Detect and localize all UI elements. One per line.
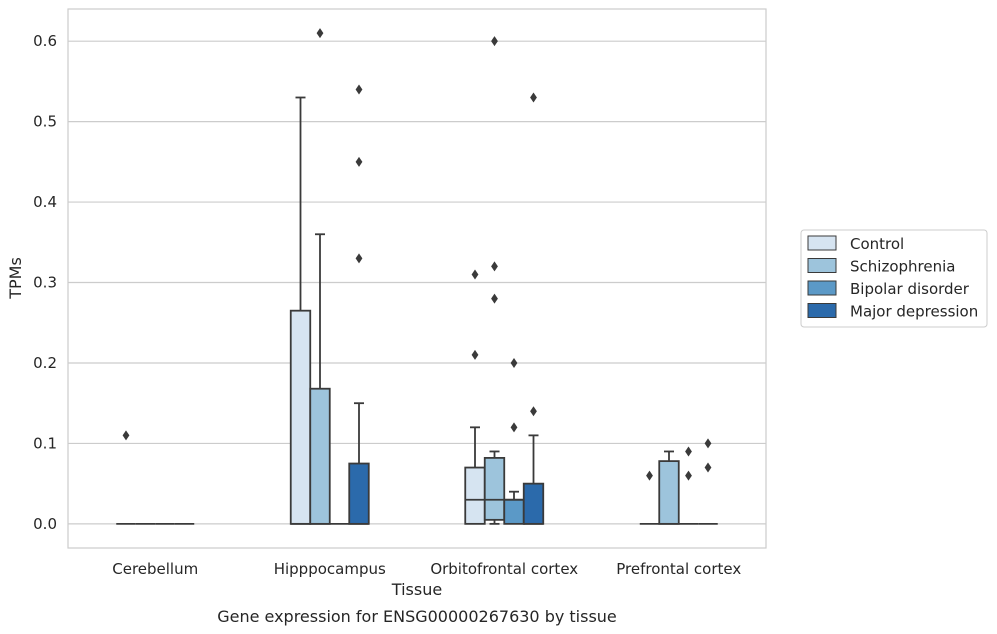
box-iqr	[503, 498, 525, 525]
outlier-point	[704, 462, 712, 473]
y-tick-label: 0.5	[33, 113, 57, 131]
legend-swatch	[807, 303, 837, 318]
legend-swatch	[807, 235, 837, 251]
y-tick-labels: 0.0 0.1 0.2 0.3 0.4 0.5 0.6	[33, 32, 57, 533]
legend-swatch	[807, 258, 837, 273]
x-axis-label: Tissue	[391, 580, 442, 599]
outlier-point	[685, 446, 692, 457]
box-3-3	[698, 438, 718, 525]
box-2-1	[483, 36, 506, 525]
outlier-point	[510, 422, 518, 433]
legend-frame	[800, 229, 988, 328]
box-iqr	[483, 456, 506, 521]
outlier-point	[646, 470, 653, 481]
box-iqr	[522, 482, 545, 525]
legend-label: Schizophrenia	[850, 258, 955, 276]
box-3-1	[658, 450, 680, 525]
y-tick-label: 0.6	[33, 32, 57, 50]
x-tick-label: Orbitofrontal cortex	[430, 560, 578, 578]
legend: Control Schizophrenia Bipolar disorder Majo…	[800, 229, 988, 328]
outlier-point	[491, 36, 498, 47]
outlier-point	[491, 293, 498, 304]
box-2-2	[503, 357, 525, 525]
y-tick-label: 0.4	[33, 193, 57, 211]
outlier-point	[471, 349, 479, 360]
x-tick-label: Cerebellum	[112, 560, 198, 578]
outlier-point	[530, 92, 537, 103]
outlier-point	[316, 28, 324, 39]
y-tick-label: 0.2	[33, 354, 57, 372]
outlier-point	[471, 269, 479, 280]
outlier-point	[355, 253, 363, 264]
legend-swatch	[807, 280, 837, 296]
y-tick-label: 0.1	[33, 434, 57, 452]
box-2-0	[464, 269, 486, 525]
box-0-0	[116, 430, 136, 525]
box-iqr	[348, 462, 370, 525]
legend-label: Major depression	[850, 303, 978, 321]
outlier-point	[510, 357, 518, 368]
plot-area	[67, 8, 767, 549]
box-iqr	[464, 466, 486, 525]
legend-label: Control	[850, 235, 904, 253]
outlier-point	[530, 406, 537, 417]
outlier-point	[491, 261, 498, 272]
box-3-0	[639, 470, 660, 525]
y-axis-label: TPMs	[6, 257, 25, 300]
outlier-point	[685, 470, 692, 481]
box-1-1	[309, 28, 331, 525]
y-tick-label: 0.3	[33, 274, 57, 292]
box-iqr	[289, 309, 312, 525]
legend-label: Bipolar disorder	[850, 280, 970, 298]
outlier-point	[355, 156, 363, 167]
x-tick-label: Hipppocampus	[274, 560, 386, 578]
y-tick-label: 0.0	[33, 515, 57, 533]
box-iqr	[658, 460, 680, 525]
outlier-point	[704, 438, 712, 449]
x-tick-labels: Cerebellum Hipppocampus Orbitofrontal cort…	[112, 560, 741, 578]
box-series	[116, 28, 718, 525]
outlier-point	[122, 430, 130, 441]
box-1-3	[348, 84, 370, 525]
box-iqr	[309, 387, 331, 525]
chart-title: Gene expression for ENSG00000267630 by t…	[217, 607, 617, 626]
outlier-point	[355, 84, 363, 95]
box-3-2	[678, 446, 699, 525]
box-2-3	[522, 92, 545, 525]
x-tick-label: Prefrontal cortex	[616, 560, 741, 578]
